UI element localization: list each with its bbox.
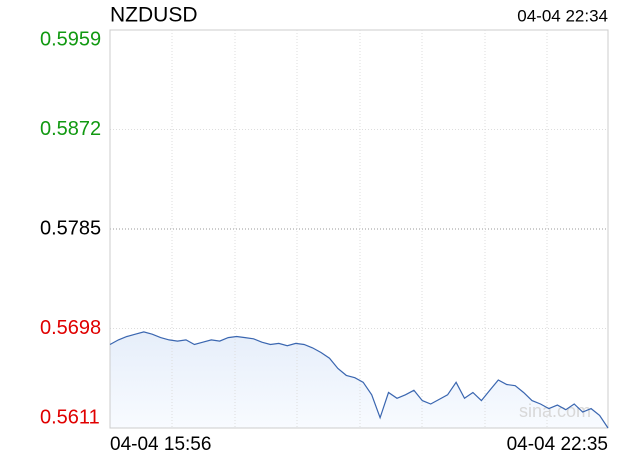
watermark: sina.com	[519, 401, 591, 421]
x-end-label: 04-04 22:35	[507, 434, 608, 455]
area-fill	[110, 331, 608, 428]
vertical-grid	[171, 30, 548, 428]
y-tick-label: 0.5698	[40, 317, 101, 339]
y-tick-label: 0.5959	[40, 28, 101, 50]
price-line	[109, 331, 609, 429]
y-tick-label: 0.5785	[40, 217, 101, 239]
x-start-label: 04-04 15:56	[110, 434, 211, 455]
timestamp: 04-04 22:34	[517, 6, 608, 25]
y-tick-label: 0.5611	[40, 406, 100, 428]
y-tick-label: 0.5872	[40, 118, 101, 140]
chart-title: NZDUSD	[110, 4, 198, 27]
plot-frame	[109, 29, 609, 429]
